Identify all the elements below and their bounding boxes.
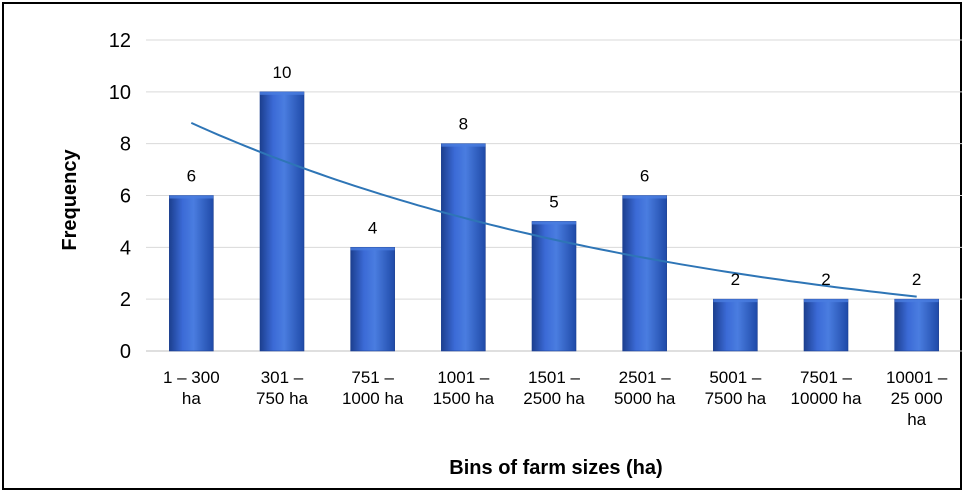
trendline	[190, 121, 917, 298]
data-label: 6	[187, 167, 196, 186]
x-category-label: 10001 –25 000 ha	[886, 368, 948, 429]
data-label: 2	[731, 270, 740, 289]
y-tick-label: 0	[120, 341, 131, 363]
bar-top-highlight	[350, 247, 395, 251]
y-tick-label: 8	[120, 134, 131, 156]
data-label: 2	[912, 270, 921, 289]
bar-top-highlight	[260, 91, 304, 95]
data-label: 10	[273, 63, 292, 82]
bar-top-highlight	[441, 143, 486, 147]
bar	[169, 195, 214, 352]
x-category-label: 301 –750 ha	[256, 368, 309, 408]
bar-top-highlight	[804, 299, 848, 303]
bar	[441, 143, 486, 352]
y-tick-label: 4	[120, 237, 131, 259]
bar	[622, 195, 667, 352]
trendline-group	[190, 121, 917, 298]
bar-top-highlight	[169, 195, 214, 199]
bar-top-highlight	[532, 221, 576, 225]
data-labels: 6 10 4 8 5 6 2 2 2	[187, 63, 922, 289]
y-tick-label: 6	[120, 186, 131, 208]
bar-top-highlight	[894, 299, 939, 303]
bars	[169, 91, 939, 352]
x-category-label: 7501 –10000 ha	[791, 368, 862, 408]
data-label: 4	[368, 218, 377, 237]
x-category-label: 5001 –7500 ha	[705, 368, 767, 408]
data-label: 5	[549, 192, 558, 211]
x-category-label: 1 – 300 ha	[163, 368, 220, 408]
bar-chart: 0 2 4 6 8 10 12 6 10 4 8 5 6 2 2 2 1 – 300 ha 301 –750 h…	[59, 30, 962, 479]
chart-frame: 0 2 4 6 8 10 12 6 10 4 8 5 6 2 2 2 1 – 300 ha 301 –750 h…	[2, 2, 962, 490]
bar	[713, 298, 758, 352]
bar	[259, 91, 305, 352]
bar-top-highlight	[622, 195, 667, 199]
data-label: 6	[640, 167, 649, 186]
data-label: 8	[459, 115, 468, 134]
x-category-label: 1001 –1500 ha	[433, 368, 495, 408]
bar	[803, 298, 849, 352]
bar	[350, 247, 395, 352]
data-label: 2	[821, 270, 830, 289]
y-axis-ticks: 0 2 4 6 8 10 12	[109, 30, 131, 363]
x-axis-title: Bins of farm sizes (ha)	[449, 457, 662, 479]
bar	[531, 221, 577, 352]
x-category-label: 2501 –5000 ha	[614, 368, 676, 408]
y-tick-label: 2	[120, 289, 131, 311]
y-axis-title: Frequency	[59, 149, 81, 251]
x-axis-categories: 1 – 300 ha 301 –750 ha 751 –1000 ha 1001 –15…	[163, 368, 948, 429]
x-category-label: 1501 –2500 ha	[523, 368, 585, 408]
x-category-label: 751 –1000 ha	[342, 368, 404, 408]
bar	[894, 298, 939, 352]
y-tick-label: 12	[109, 30, 131, 52]
y-tick-label: 10	[109, 82, 131, 104]
bar-top-highlight	[713, 299, 758, 303]
